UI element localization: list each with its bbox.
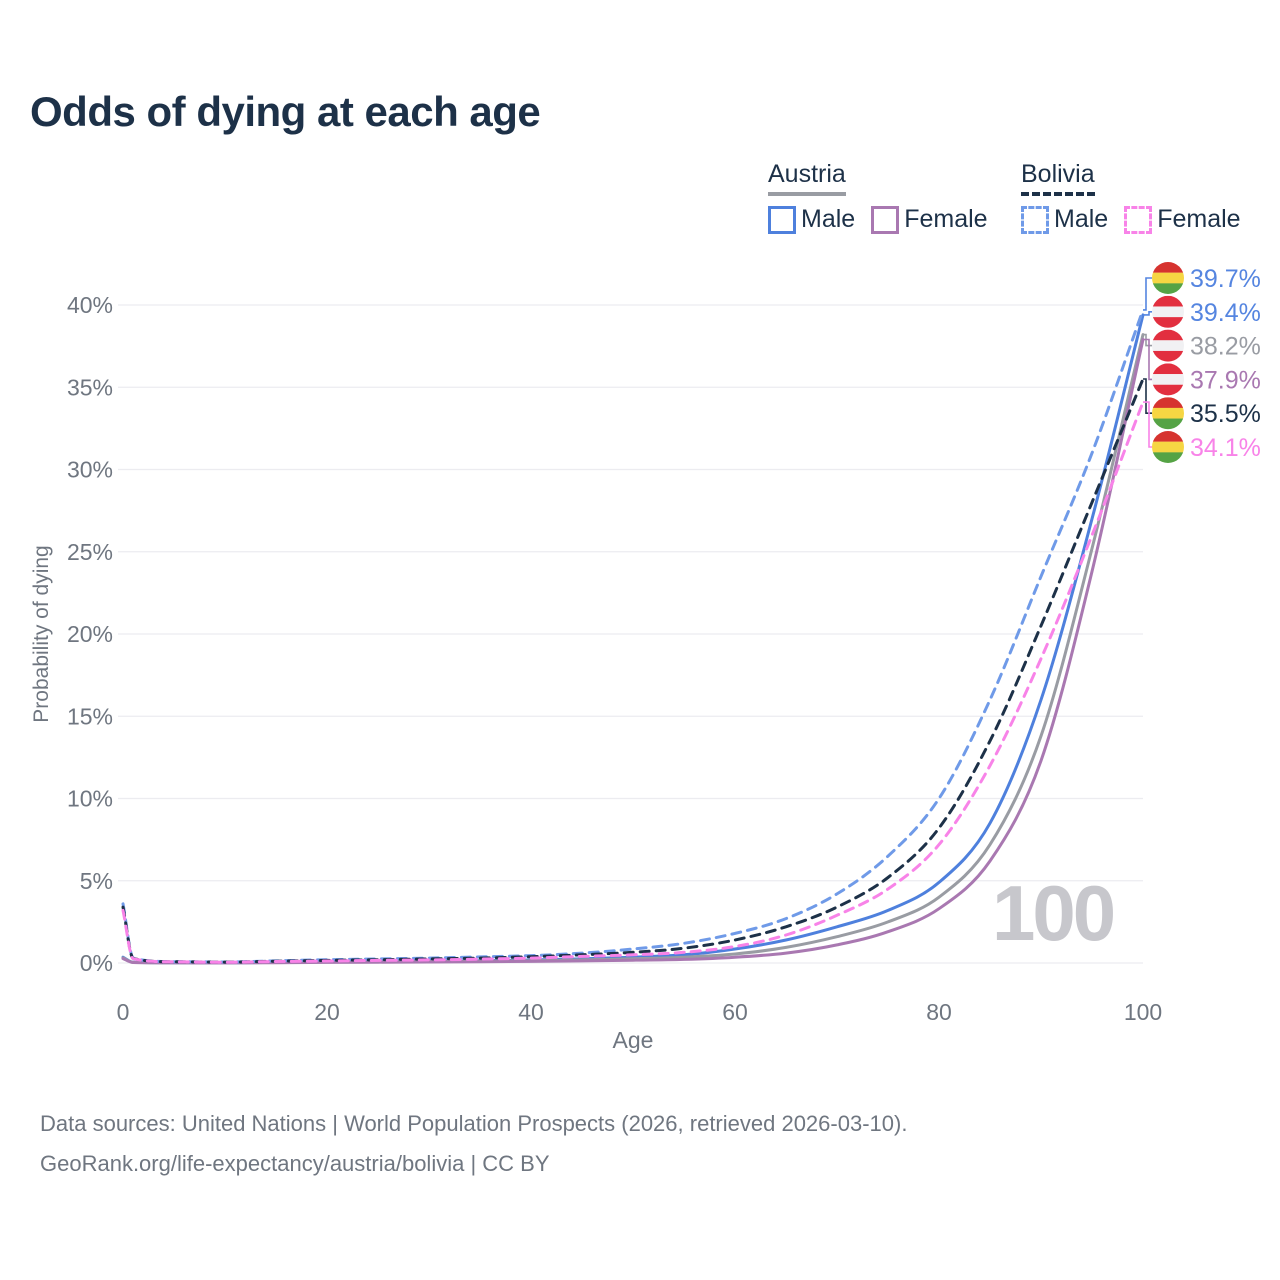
legend-item-austria-male[interactable]: Male [768,205,855,234]
bolivia-flag-icon [1152,397,1184,430]
legend-item-bolivia-female[interactable]: Female [1124,205,1241,234]
x-tick-label: 80 [926,999,952,1025]
legend-item-label: Female [1157,205,1241,233]
end-label-leader-line [1143,277,1152,311]
watermark-age-100: 100 [992,869,1116,957]
bolivia-male-swatch-icon [1021,205,1049,234]
legend-austria-items: Male Female [768,205,988,234]
legend-item-label: Male [801,205,856,233]
bolivia-female-swatch-icon [1124,205,1153,234]
legend-item-bolivia-male[interactable]: Male [1021,205,1108,234]
series-line-austria-male [121,313,1145,965]
data-source-line: Data sources: United Nations | World Pop… [40,1111,908,1136]
legend-bolivia-label: Bolivia [1021,160,1095,196]
legend-item-austria-female[interactable]: Female [871,205,988,234]
legend-bolivia-items: Male Female [1021,205,1241,234]
x-tick-label: 60 [722,999,748,1025]
y-tick-label: 35% [67,374,113,400]
austria-female-swatch-icon [871,205,900,234]
end-label-leader-line [1143,338,1152,381]
end-label-leader-line [1143,378,1152,414]
y-axis-title: Probability of dying [30,545,53,722]
legend-austria-label: Austria [768,160,846,196]
austria-male-swatch-icon [768,205,796,234]
end-label-value: 39.7% [1190,265,1261,293]
x-axis-title: Age [613,1027,654,1053]
attribution-line: GeoRank.org/life-expectancy/austria/boli… [40,1151,550,1176]
legend-item-label: Male [1054,205,1109,233]
series-line-austria-all [121,333,1145,965]
y-tick-label: 25% [67,539,113,565]
end-label-value: 38.2% [1190,333,1261,361]
x-tick-label: 0 [117,999,130,1025]
y-tick-label: 40% [67,292,113,318]
end-label-value: 35.5% [1190,400,1261,428]
y-tick-label: 10% [67,786,113,812]
y-tick-label: 15% [67,703,113,729]
legend-item-label: Female [904,205,988,233]
y-tick-label: 5% [80,868,113,894]
page-title: Odds of dying at each age [30,88,541,135]
x-tick-label: 20 [314,999,340,1025]
austria-flag-icon [1152,329,1184,362]
bolivia-flag-icon [1152,431,1184,463]
y-tick-label: 20% [67,621,113,647]
series-line-bolivia-all [121,377,1145,964]
y-tick-label: 30% [67,457,113,483]
x-tick-label: 100 [1124,999,1162,1025]
end-label-leader-line [1143,401,1152,448]
end-label-value: 34.1% [1190,434,1261,462]
end-label-value: 39.4% [1190,299,1261,327]
bolivia-flag-icon [1152,262,1184,294]
x-tick-label: 40 [518,999,544,1025]
austria-flag-icon [1152,363,1184,396]
end-label-value: 37.9% [1190,366,1261,394]
end-label-leader-line [1143,311,1152,316]
y-tick-label: 0% [80,950,113,976]
series-line-bolivia-male [121,308,1145,964]
series-line-bolivia-female [121,400,1145,964]
austria-flag-icon [1152,295,1184,328]
series-line-austria-female [121,338,1145,965]
legend-group-bolivia: Bolivia Male Female [1021,160,1241,234]
legend-group-austria: Austria Male Female [768,160,988,234]
